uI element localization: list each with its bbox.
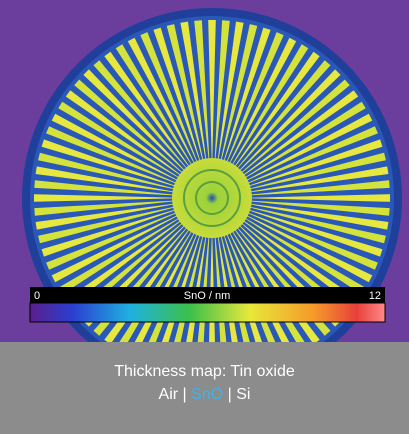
spoke bbox=[243, 210, 378, 270]
spoke bbox=[231, 51, 320, 171]
layer: Si bbox=[236, 386, 251, 403]
caption: Thickness map: Tin oxide Air | SnO | Si bbox=[0, 342, 409, 434]
spoke bbox=[240, 215, 366, 295]
spoke bbox=[237, 79, 350, 177]
spoke bbox=[83, 69, 189, 175]
spoke bbox=[34, 200, 179, 216]
spoke bbox=[104, 51, 193, 171]
spoke bbox=[245, 166, 389, 193]
spoke bbox=[46, 210, 181, 270]
spoke bbox=[65, 90, 185, 179]
spoke bbox=[115, 44, 195, 170]
spoke bbox=[245, 205, 386, 244]
spoke bbox=[245, 203, 389, 230]
spoke bbox=[219, 24, 258, 165]
spoke bbox=[233, 60, 331, 173]
spoke bbox=[41, 208, 180, 257]
spoke bbox=[214, 20, 230, 165]
spoke bbox=[51, 213, 182, 283]
layer: SnO bbox=[191, 386, 224, 403]
spoke bbox=[38, 205, 179, 244]
spoke bbox=[35, 203, 179, 230]
spoke bbox=[227, 37, 297, 168]
spoke bbox=[239, 90, 359, 179]
spoke bbox=[34, 180, 179, 196]
spoke bbox=[229, 44, 309, 170]
spoke bbox=[246, 194, 390, 202]
spoke bbox=[140, 32, 200, 167]
spoke bbox=[93, 60, 191, 173]
spoke bbox=[239, 217, 359, 306]
ring bbox=[183, 169, 241, 227]
spoke bbox=[51, 113, 182, 183]
separator: | bbox=[227, 386, 232, 403]
spoke bbox=[127, 37, 197, 168]
spoke bbox=[153, 27, 202, 166]
colorbar-max: 12 bbox=[369, 290, 381, 302]
separator: | bbox=[182, 386, 187, 403]
spoke bbox=[58, 101, 184, 181]
spoke bbox=[245, 180, 390, 196]
spoke bbox=[38, 152, 179, 191]
layer: Air bbox=[158, 386, 179, 403]
spoke bbox=[180, 21, 207, 165]
colorbar-label: SnO / nm bbox=[184, 290, 230, 302]
colorbar bbox=[29, 302, 386, 323]
spoke bbox=[194, 20, 210, 165]
spoke bbox=[242, 113, 373, 183]
spoke bbox=[244, 208, 383, 257]
spoke bbox=[46, 126, 181, 186]
colorbar-header bbox=[30, 287, 385, 303]
spoke bbox=[240, 101, 366, 181]
spoke bbox=[245, 200, 390, 216]
spoke bbox=[58, 215, 184, 295]
spoke bbox=[217, 21, 244, 165]
spoke bbox=[235, 69, 341, 175]
spoke bbox=[244, 139, 383, 188]
ring bbox=[195, 181, 229, 215]
spoke bbox=[245, 152, 386, 191]
spoke bbox=[243, 126, 378, 186]
spoke bbox=[41, 139, 180, 188]
thickness-map: 0 SnO / nm 12 bbox=[0, 0, 409, 342]
spoke bbox=[166, 24, 205, 165]
spoke bbox=[65, 217, 185, 306]
caption-title: Thickness map: Tin oxide bbox=[114, 363, 295, 380]
spoke bbox=[208, 20, 216, 164]
spoke bbox=[222, 27, 271, 166]
spoke bbox=[34, 194, 178, 202]
caption-layers: Air | SnO | Si bbox=[0, 383, 409, 406]
spoke bbox=[224, 32, 284, 167]
spoke bbox=[74, 79, 187, 177]
colorbar-min: 0 bbox=[34, 290, 40, 302]
spoke bbox=[242, 213, 373, 283]
spoke bbox=[35, 166, 179, 193]
